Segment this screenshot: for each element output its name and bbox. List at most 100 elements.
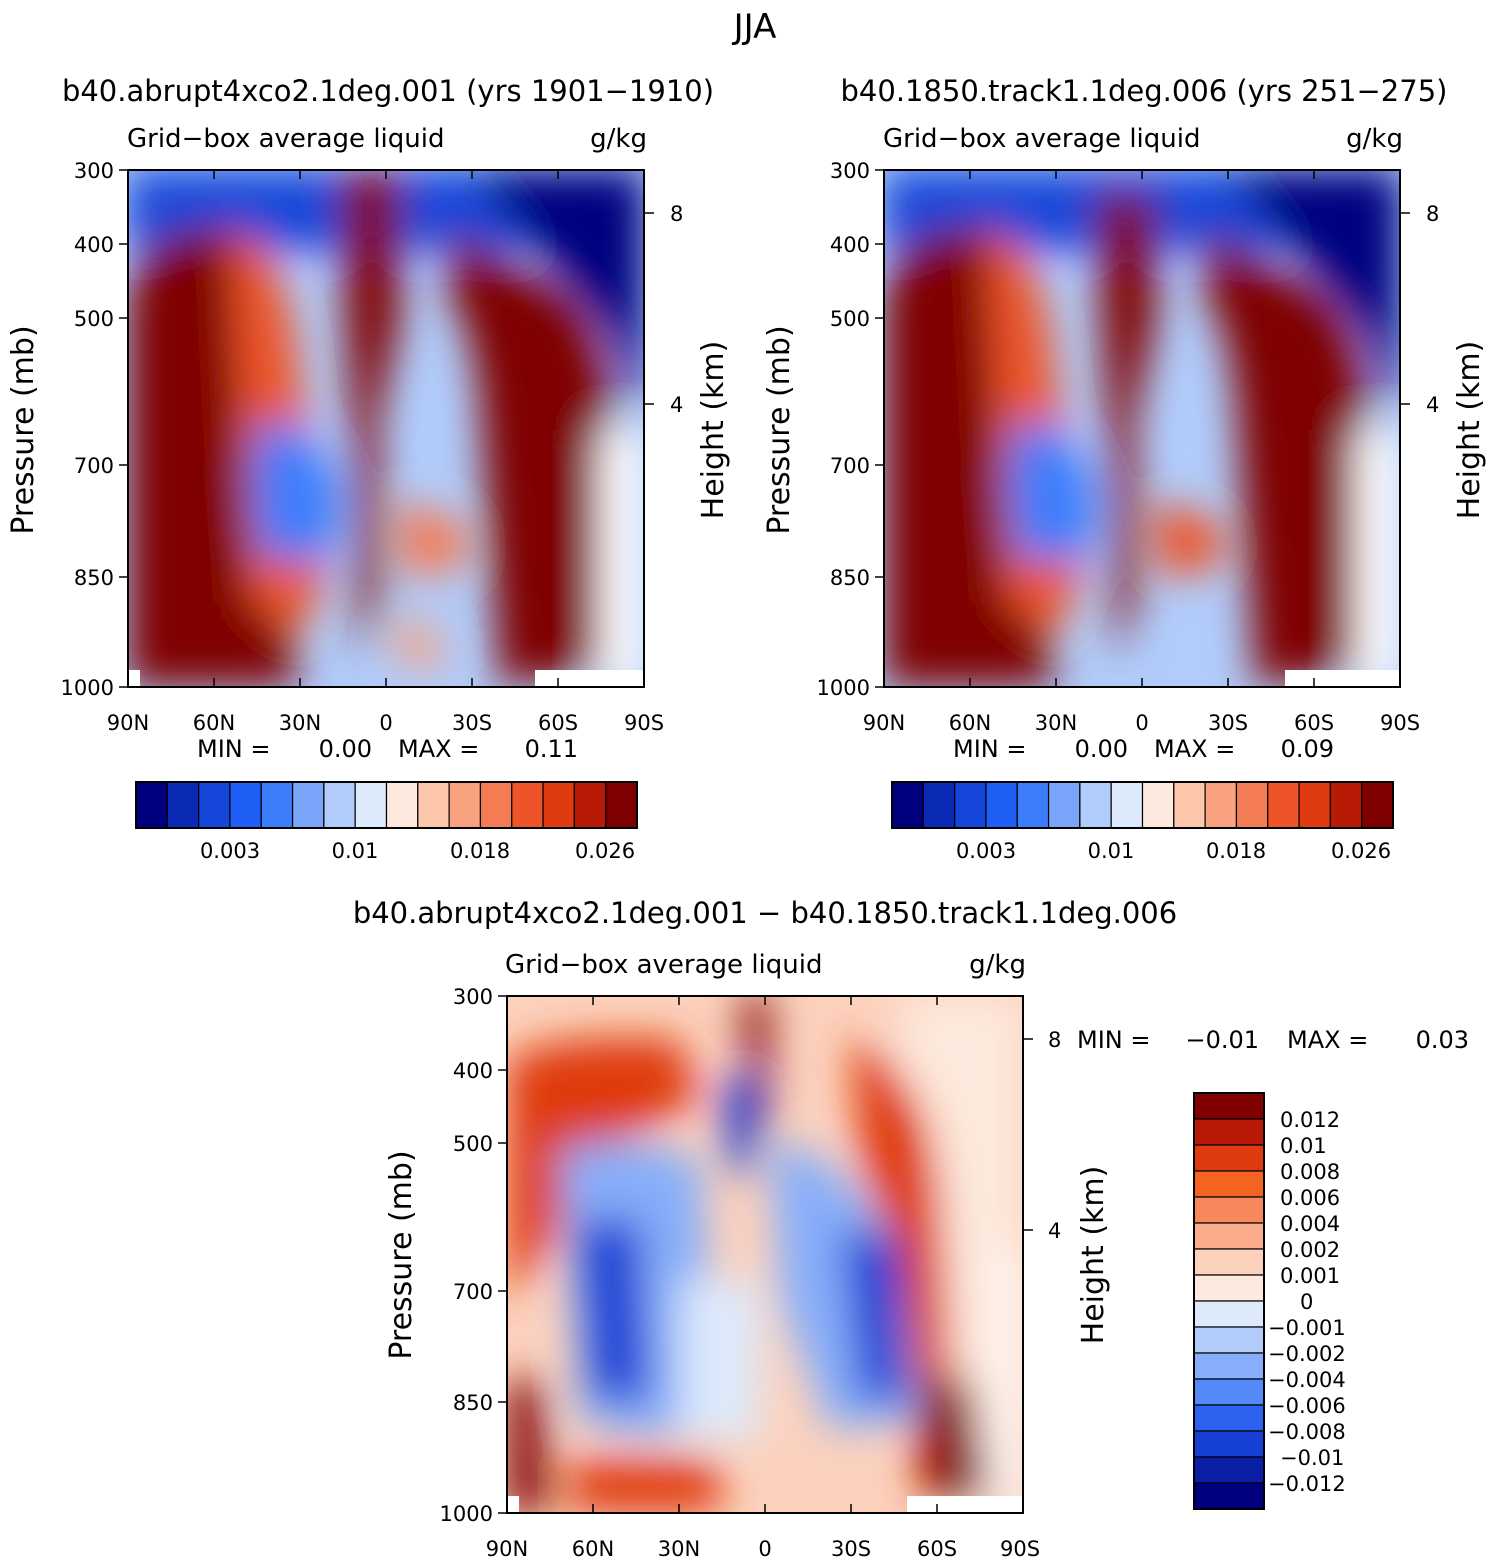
y-tick-label: 850 xyxy=(74,566,114,590)
colorbar-swatch xyxy=(1193,1222,1265,1250)
panel-track1: b40.1850.track1.1deg.006 (yrs 251−275) G… xyxy=(762,74,1487,863)
y-right-tick-label: 4 xyxy=(1426,393,1439,417)
y-right-axis-label: Height (km) xyxy=(696,341,731,520)
colorbar-swatch xyxy=(891,781,924,829)
y-right-axis-label: Height (km) xyxy=(1076,1166,1111,1345)
contour-field xyxy=(507,996,1023,1513)
colorbar-label: −0.008 xyxy=(1268,1420,1346,1444)
colorbar-swatch xyxy=(135,781,168,829)
x-tick-label: 30N xyxy=(658,1537,700,1561)
y-right-tick-label: 4 xyxy=(1048,1219,1061,1243)
max-value: 0.03 xyxy=(1416,1026,1469,1054)
y-tick-label: 500 xyxy=(74,307,114,331)
y-tick-marks xyxy=(875,169,1410,688)
colorbar-label: 0.01 xyxy=(332,839,379,863)
colorbar-swatch xyxy=(198,781,231,829)
variable-name: Grid−box average liquid xyxy=(883,124,1200,154)
colorbar-swatch xyxy=(1079,781,1112,829)
colorbar-swatch xyxy=(1193,1196,1265,1224)
colorbar-swatch xyxy=(1193,1378,1265,1406)
y-tick-marks xyxy=(119,169,654,688)
panel-title: b40.abrupt4xco2.1deg.001 − b40.1850.trac… xyxy=(353,896,1177,930)
y-tick-label: 400 xyxy=(74,233,114,257)
colorbar-swatch xyxy=(542,781,575,829)
colorbar-frame xyxy=(135,781,638,829)
colorbar xyxy=(1193,1092,1265,1510)
x-tick-label: 60S xyxy=(917,1537,957,1561)
x-tick-label: 30N xyxy=(279,711,321,735)
y-tick-label: 700 xyxy=(453,1280,493,1304)
colorbar-swatch xyxy=(1141,781,1175,829)
contour-field xyxy=(884,170,1400,687)
colorbar-label: 0.026 xyxy=(575,839,635,863)
colorbar-label: 0.01 xyxy=(1280,1134,1327,1158)
y-tick-label: 300 xyxy=(453,985,493,1009)
colorbar xyxy=(891,781,1394,829)
colorbar-swatch xyxy=(511,781,544,829)
colorbar-swatch xyxy=(291,781,325,829)
y-tick-label: 700 xyxy=(74,454,114,478)
colorbar-swatch xyxy=(229,781,262,829)
colorbar-label: 0.026 xyxy=(1331,839,1391,863)
y-tick-label: 1000 xyxy=(61,676,114,700)
x-tick-label: 0 xyxy=(758,1537,771,1561)
x-tick-marks xyxy=(883,170,1401,687)
x-tick-label: 60S xyxy=(1294,711,1334,735)
colorbar-swatch xyxy=(1235,781,1269,829)
colorbar-label: 0.008 xyxy=(1280,1160,1340,1184)
colorbar-label: 0.004 xyxy=(1280,1212,1340,1236)
colorbar-swatch xyxy=(354,781,388,829)
min-label: MIN = xyxy=(1077,1026,1150,1054)
colorbar-swatch xyxy=(385,781,419,829)
variable-name: Grid−box average liquid xyxy=(505,950,822,980)
min-value: 0.00 xyxy=(319,735,372,763)
colorbar-swatch xyxy=(166,781,200,829)
colorbar-swatch xyxy=(1193,1430,1265,1458)
max-value: 0.11 xyxy=(525,735,578,763)
colorbar-labels: 0.012 0.01 0.008 0.006 0.004 0.002 0.001… xyxy=(1268,1108,1346,1496)
units-label: g/kg xyxy=(969,950,1026,980)
x-tick-marks xyxy=(506,996,1024,1513)
colorbar-swatch xyxy=(1193,1092,1265,1120)
colorbar-label: −0.001 xyxy=(1268,1316,1346,1340)
colorbar-swatch xyxy=(1193,1248,1265,1276)
colorbar-swatch xyxy=(1298,781,1331,829)
panel-title: b40.1850.track1.1deg.006 (yrs 251−275) xyxy=(841,74,1448,108)
colorbar-swatch xyxy=(1193,1144,1265,1172)
colorbar-swatch xyxy=(605,781,638,829)
x-tick-label: 30N xyxy=(1035,711,1077,735)
y-axis-label: Pressure (mb) xyxy=(6,325,41,534)
y-tick-label: 400 xyxy=(830,233,870,257)
panel-title: b40.abrupt4xco2.1deg.001 (yrs 1901−1910) xyxy=(62,74,714,108)
max-value: 0.09 xyxy=(1281,735,1334,763)
max-label: MAX = xyxy=(398,735,479,763)
y-tick-label: 500 xyxy=(453,1132,493,1156)
x-tick-label: 30S xyxy=(1208,711,1248,735)
colorbar-swatch xyxy=(1016,781,1050,829)
x-tick-label: 90N xyxy=(863,711,905,735)
colorbar-label: 0.002 xyxy=(1280,1238,1340,1262)
colorbar-swatch xyxy=(1193,1300,1265,1328)
y-tick-label: 400 xyxy=(453,1059,493,1083)
colorbar-label: 0.003 xyxy=(956,839,1016,863)
x-tick-label: 90N xyxy=(486,1537,528,1561)
colorbar-label: 0.018 xyxy=(1206,839,1266,863)
colorbar-swatch xyxy=(417,781,450,829)
colorbar-swatch xyxy=(1193,1456,1265,1484)
y-axis-label: Pressure (mb) xyxy=(762,325,797,534)
colorbar-frame xyxy=(891,781,1394,829)
colorbar-swatch xyxy=(1361,781,1394,829)
colorbar-swatch xyxy=(1173,781,1206,829)
colorbar-swatch xyxy=(922,781,956,829)
figure-title: JJA xyxy=(732,7,777,47)
min-label: MIN = xyxy=(197,735,270,763)
x-tick-label: 60N xyxy=(949,711,991,735)
colorbar-swatch xyxy=(985,781,1018,829)
y-right-axis-label: Height (km) xyxy=(1452,341,1487,520)
y-tick-label: 850 xyxy=(830,566,870,590)
x-tick-label: 60N xyxy=(572,1537,614,1561)
colorbar-swatch xyxy=(260,781,294,829)
y-tick-label: 300 xyxy=(74,159,114,183)
colorbar-label: 0.003 xyxy=(200,839,260,863)
